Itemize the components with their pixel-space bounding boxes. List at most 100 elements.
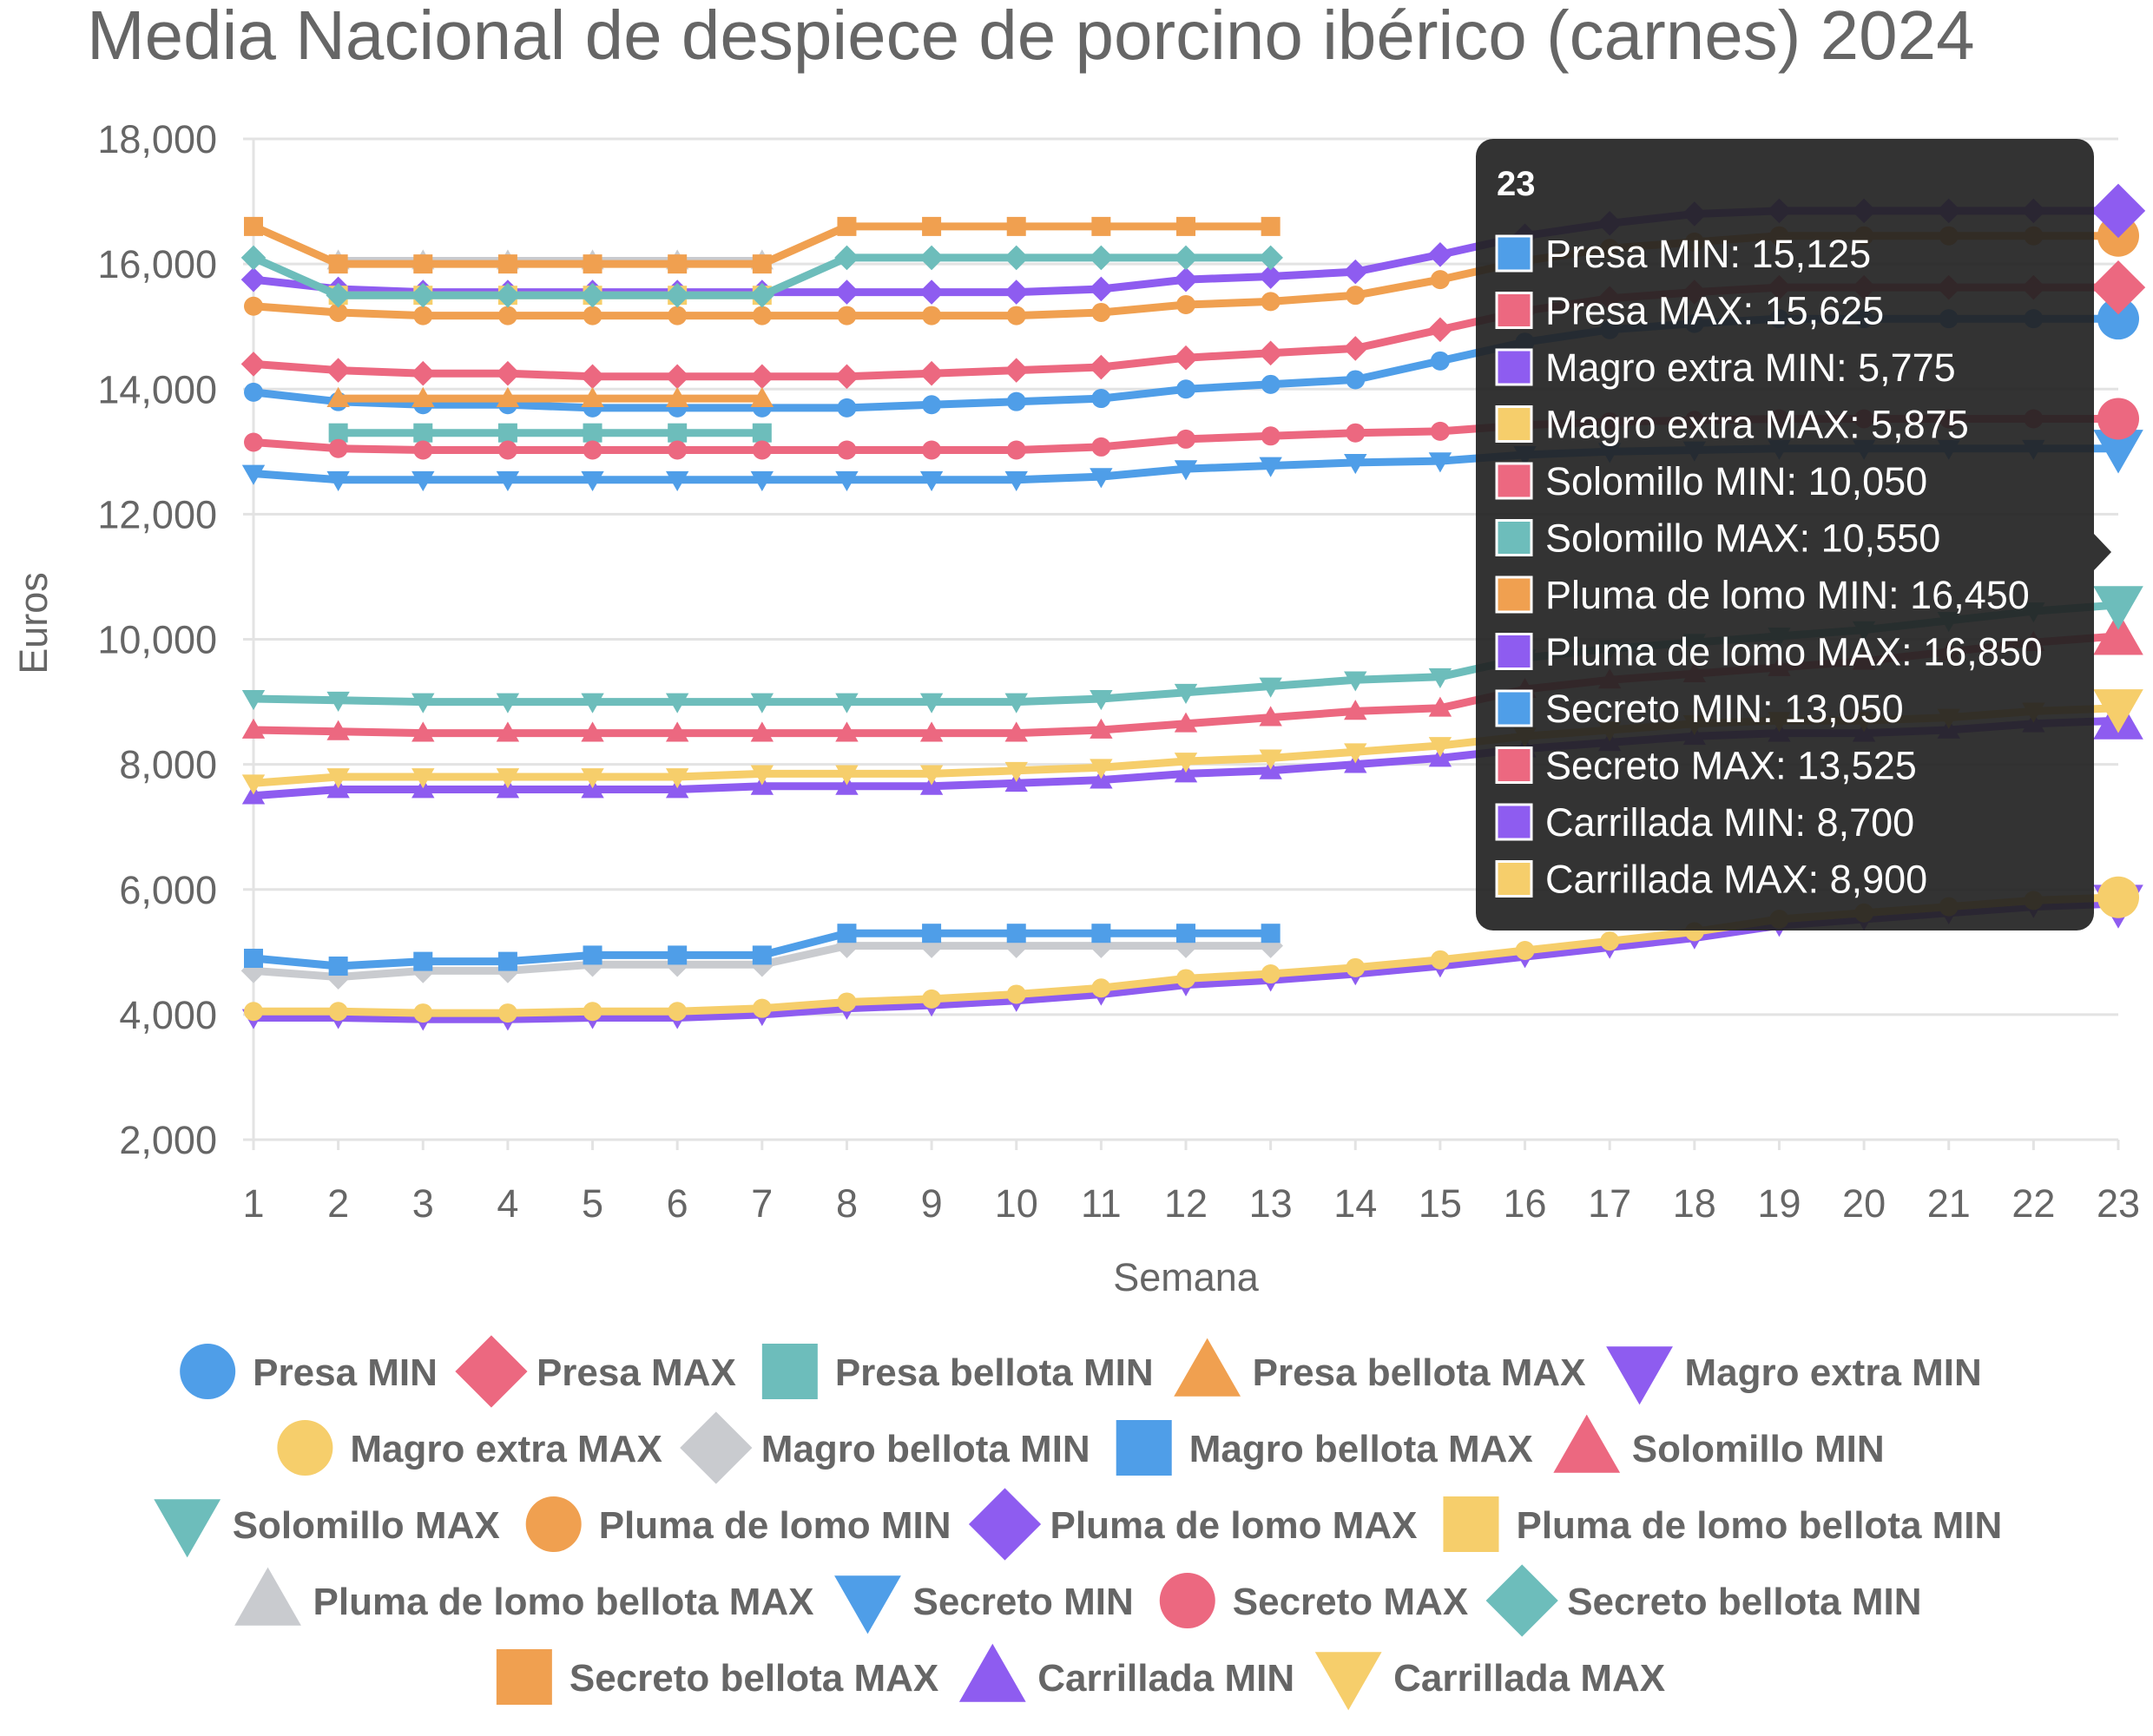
data-point (834, 279, 859, 305)
data-point (2093, 430, 2143, 474)
data-point (668, 440, 688, 460)
data-point (583, 945, 602, 965)
data-point (1258, 245, 1283, 271)
data-point (752, 306, 772, 326)
data-point (244, 296, 263, 316)
data-point (1176, 969, 1195, 989)
data-point (1090, 759, 1113, 779)
data-point (1090, 690, 1113, 711)
data-point (837, 216, 857, 236)
data-point (665, 768, 689, 789)
tooltip-caret (2094, 534, 2111, 570)
legend-marker (1606, 1346, 1673, 1405)
data-point (410, 282, 436, 308)
data-point (583, 306, 602, 326)
legend-marker (154, 1499, 221, 1558)
data-point (1430, 270, 1450, 290)
legend-marker (1174, 1338, 1241, 1397)
legend-marker (968, 1488, 1042, 1561)
data-point (837, 440, 857, 460)
data-point (750, 386, 774, 407)
legend-item: Secreto MIN (834, 1575, 1134, 1634)
x-tick-label: 23 (2097, 1181, 2140, 1226)
data-point (497, 306, 517, 326)
legend-label: Secreto MAX (1233, 1581, 1468, 1623)
legend-label: Pluma de lomo bellota MAX (313, 1581, 814, 1623)
data-point (918, 360, 945, 386)
legend-item: Magro bellota MIN (680, 1411, 1090, 1484)
legend-item: Magro extra MIN (1606, 1346, 1982, 1405)
legend-item: Secreto bellota MIN (1485, 1564, 1922, 1637)
x-tick-label: 8 (836, 1181, 858, 1226)
data-point (240, 266, 267, 293)
data-point (580, 364, 605, 390)
series-presa-bellota-max (326, 386, 774, 407)
data-point (837, 992, 857, 1012)
data-point (1261, 924, 1281, 944)
data-point (750, 470, 774, 491)
legend-marker (455, 1335, 528, 1408)
data-point (1258, 264, 1283, 289)
legend-marker (761, 1344, 818, 1399)
data-point (496, 693, 520, 713)
data-point (2097, 876, 2139, 918)
data-point (1259, 706, 1282, 727)
data-point (1259, 677, 1282, 698)
data-point (244, 949, 263, 969)
data-point (2090, 260, 2146, 315)
data-point (1089, 276, 1114, 302)
y-tick-label: 2,000 (119, 1118, 217, 1162)
data-point (922, 395, 942, 415)
y-tick-label: 10,000 (97, 618, 217, 662)
data-point (244, 216, 263, 236)
legend-label: Pluma de lomo MAX (1050, 1504, 1418, 1547)
x-tick-label: 10 (995, 1181, 1038, 1226)
tooltip-item: Presa MIN: 15,125 (1545, 232, 1871, 276)
legend-item: Magro bellota MAX (1116, 1420, 1533, 1476)
legend-marker (958, 1643, 1026, 1702)
data-point (413, 951, 433, 971)
data-point (750, 765, 774, 786)
tooltip-item: Solomillo MIN: 10,050 (1545, 459, 1927, 503)
data-point (581, 693, 604, 713)
data-point (410, 360, 436, 386)
data-point (750, 721, 774, 742)
data-point (2097, 298, 2139, 340)
data-point (1259, 457, 1282, 477)
data-point (328, 423, 348, 443)
data-point (1091, 437, 1111, 457)
data-point (244, 1002, 263, 1022)
data-point (1344, 671, 1367, 692)
legend-marker (1443, 1496, 1499, 1552)
data-point (583, 423, 602, 443)
data-point (326, 358, 351, 383)
data-point (328, 302, 348, 322)
data-point (412, 470, 435, 491)
data-point (837, 306, 857, 326)
data-point (244, 432, 263, 452)
data-point (1004, 470, 1028, 491)
x-tick-label: 14 (1333, 1181, 1377, 1226)
x-tick-label: 3 (412, 1181, 434, 1226)
legend-label: Carrillada MIN (1037, 1657, 1294, 1700)
legend-label: Magro bellota MAX (1189, 1428, 1533, 1470)
legend-label: Magro bellota MIN (761, 1428, 1090, 1470)
data-point (835, 693, 859, 713)
tooltip-item: Solomillo MAX: 10,550 (1545, 516, 1940, 561)
data-point (1344, 700, 1367, 720)
tooltip-title: 23 (1497, 165, 1536, 203)
data-point (496, 721, 520, 742)
data-point (1346, 957, 1366, 977)
data-point (413, 306, 433, 326)
data-point (241, 774, 266, 795)
data-point (1004, 245, 1030, 271)
data-point (752, 945, 772, 965)
tooltip-box (1476, 139, 2094, 930)
tooltip-swatch (1495, 633, 1533, 670)
data-point (1430, 421, 1450, 441)
data-point (668, 945, 688, 965)
data-point (495, 360, 521, 386)
data-point (1090, 468, 1113, 489)
